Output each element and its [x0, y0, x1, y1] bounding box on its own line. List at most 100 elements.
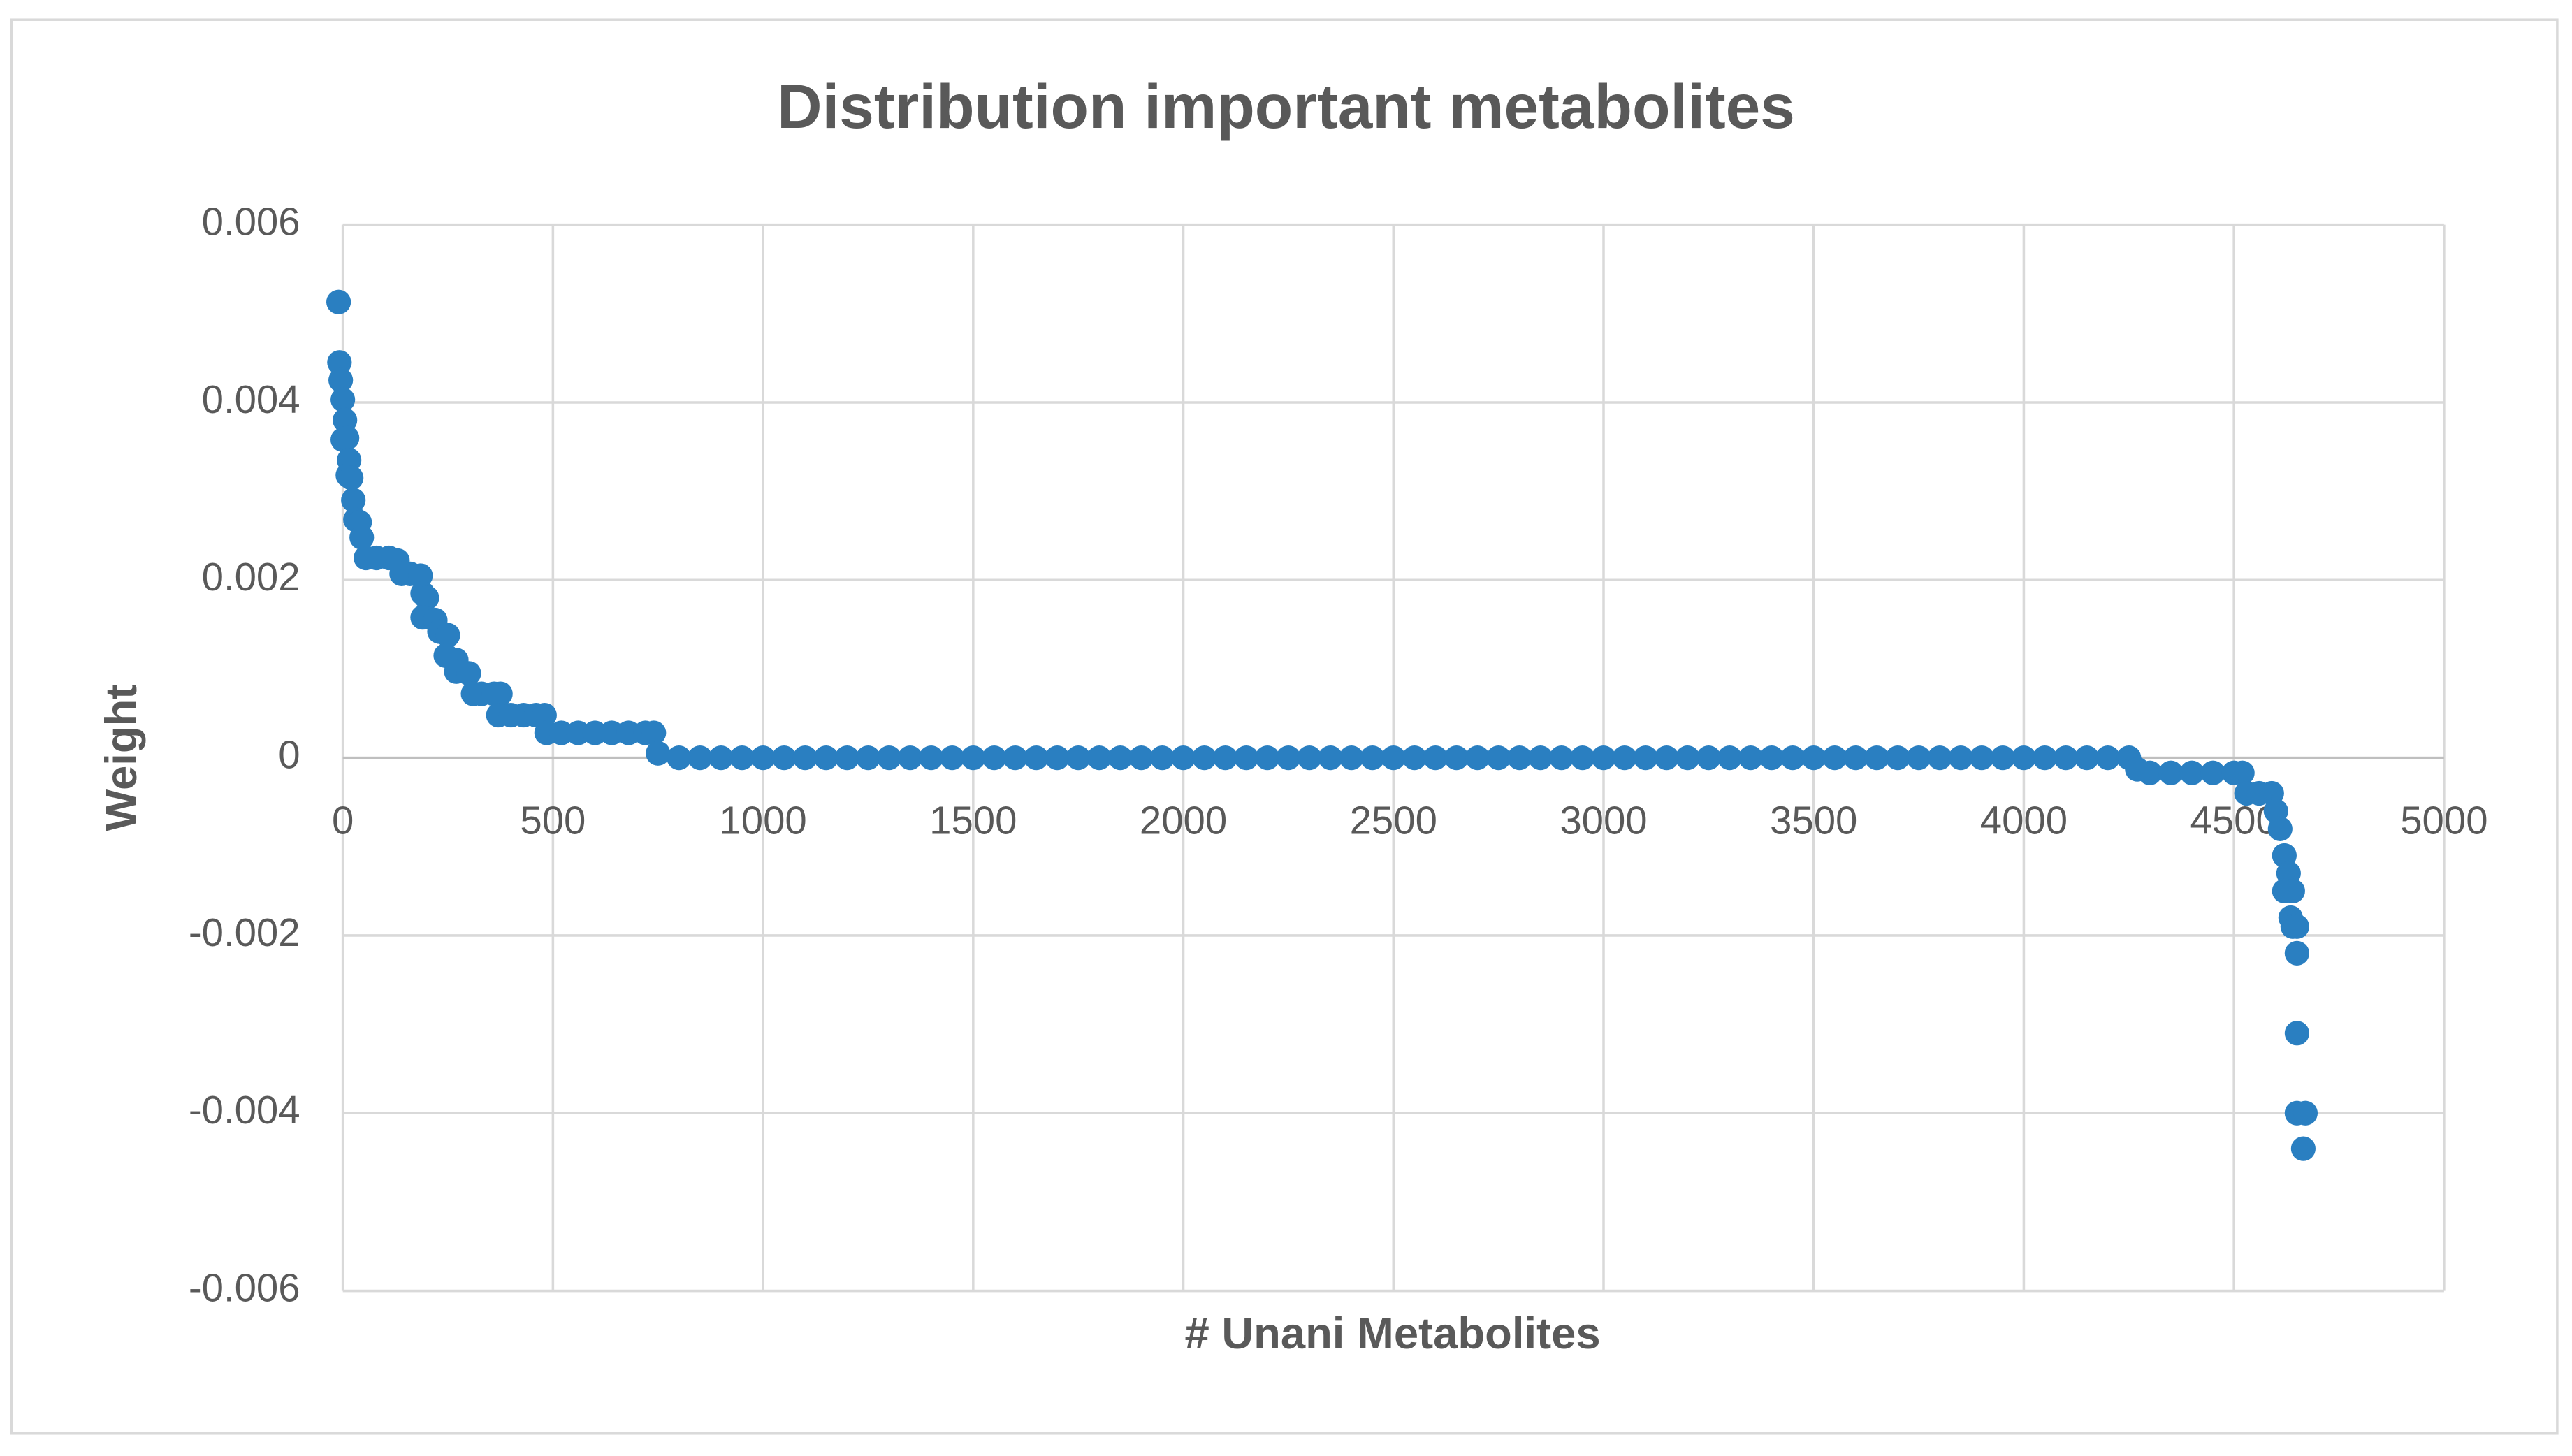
data-point [729, 745, 755, 771]
data-point [1170, 745, 1196, 771]
data-point [2293, 1100, 2318, 1126]
data-point [641, 720, 667, 745]
data-point [2158, 760, 2184, 785]
data-point [339, 465, 364, 490]
x-tick-label: 2500 [1350, 798, 1437, 842]
data-point [599, 720, 625, 745]
x-tick-label: 1000 [719, 798, 806, 842]
data-point [646, 741, 671, 766]
data-point [335, 425, 360, 451]
y-tick-label: 0.002 [202, 555, 300, 599]
data-point [1444, 745, 1469, 771]
data-point [1339, 745, 1364, 771]
data-point [1128, 745, 1154, 771]
data-point [1360, 745, 1385, 771]
data-point [750, 745, 776, 771]
data-point [2284, 940, 2309, 966]
y-axis-label: Weight [97, 685, 146, 831]
y-tick-label: 0.006 [202, 200, 300, 244]
x-tick-label: 1500 [929, 798, 1017, 842]
y-tick-label: -0.006 [189, 1265, 300, 1309]
data-point [1318, 745, 1343, 771]
data-point [771, 745, 797, 771]
data-point [834, 745, 859, 771]
y-tick-label: 0 [278, 732, 300, 776]
data-point [1801, 745, 1826, 771]
data-point [1423, 745, 1448, 771]
data-point [919, 745, 944, 771]
x-tick-label: 500 [520, 798, 586, 842]
data-point [1465, 745, 1490, 771]
data-point [1507, 745, 1532, 771]
chart-title: Distribution important metabolites [777, 71, 1795, 141]
data-point [1402, 745, 1427, 771]
data-point [1843, 745, 1868, 771]
data-point [1255, 745, 1280, 771]
data-point [1717, 745, 1743, 771]
data-point [582, 720, 608, 745]
data-point [2284, 914, 2309, 939]
data-point [333, 407, 358, 433]
x-tick-label: 5000 [2400, 798, 2487, 842]
data-point [2280, 878, 2305, 903]
data-point [2095, 745, 2121, 771]
data-point [667, 745, 692, 771]
data-point [1024, 745, 1049, 771]
data-point [1003, 745, 1028, 771]
data-point [897, 745, 923, 771]
data-point [792, 745, 818, 771]
data-point [2290, 1136, 2316, 1161]
data-point [2075, 745, 2100, 771]
data-point [565, 720, 591, 745]
x-tick-label: 4500 [2190, 798, 2278, 842]
x-tick-label: 3000 [1560, 798, 1647, 842]
data-point [1990, 745, 2015, 771]
data-point [1948, 745, 1973, 771]
data-point [1276, 745, 1301, 771]
data-point [1906, 745, 1931, 771]
data-point [1654, 745, 1679, 771]
data-point [1885, 745, 1910, 771]
data-point [326, 289, 351, 314]
data-point [456, 661, 481, 686]
data-point [1528, 745, 1553, 771]
data-point [2267, 816, 2293, 841]
data-point [2011, 745, 2037, 771]
data-point [488, 681, 513, 706]
data-point [341, 488, 366, 513]
data-point [1759, 745, 1785, 771]
data-point [982, 745, 1007, 771]
data-point [548, 720, 574, 745]
data-point [940, 745, 965, 771]
data-point [1045, 745, 1070, 771]
data-point [688, 745, 713, 771]
x-tick-label: 4000 [1980, 798, 2068, 842]
data-point [813, 745, 838, 771]
data-point [1486, 745, 1511, 771]
data-point [1570, 745, 1595, 771]
data-point [1822, 745, 1847, 771]
y-tick-label: -0.004 [189, 1088, 300, 1132]
data-point [1633, 745, 1658, 771]
data-point [2053, 745, 2079, 771]
y-tick-label: -0.002 [189, 910, 300, 954]
data-point [1107, 745, 1133, 771]
data-point [1927, 745, 1952, 771]
data-point [2137, 760, 2163, 785]
data-point [1738, 745, 1764, 771]
data-point [349, 525, 375, 550]
data-point [327, 350, 352, 375]
data-point [414, 585, 439, 611]
data-point [2284, 1021, 2309, 1046]
data-point [1612, 745, 1637, 771]
x-tick-label: 2000 [1140, 798, 1227, 842]
data-point [408, 563, 433, 588]
data-point [709, 745, 734, 771]
y-tick-label: 0.004 [202, 377, 300, 421]
data-point [1864, 745, 1889, 771]
data-point [1149, 745, 1175, 771]
data-point [1696, 745, 1721, 771]
data-point [2230, 760, 2255, 785]
data-point [435, 623, 460, 648]
